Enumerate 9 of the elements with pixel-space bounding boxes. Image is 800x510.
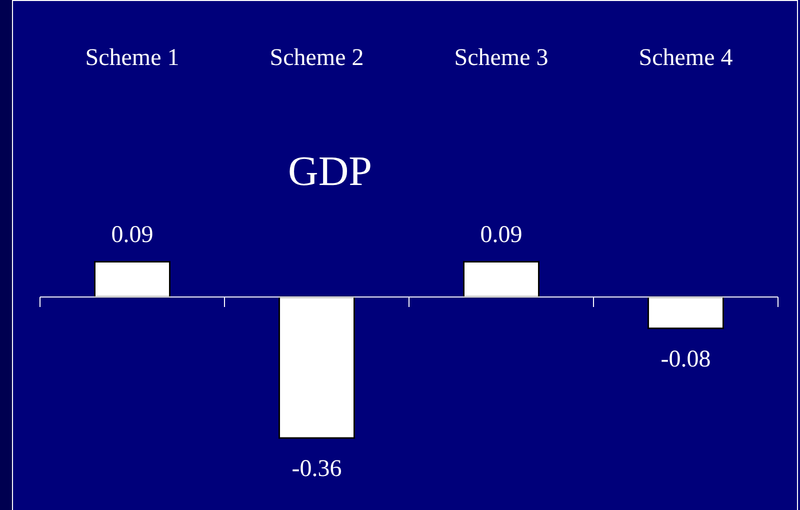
- data-label: 0.09: [480, 222, 522, 248]
- x-tick-label: Scheme 2: [270, 45, 364, 71]
- data-label: 0.09: [111, 222, 154, 248]
- data-label: -0.36: [292, 456, 342, 482]
- x-tick-label: Scheme 3: [454, 45, 548, 71]
- chart-title: GDP: [288, 149, 372, 195]
- x-tick-label: Scheme 4: [638, 45, 733, 71]
- x-tick-label: Scheme 1: [85, 45, 180, 71]
- data-label: -0.08: [660, 346, 711, 372]
